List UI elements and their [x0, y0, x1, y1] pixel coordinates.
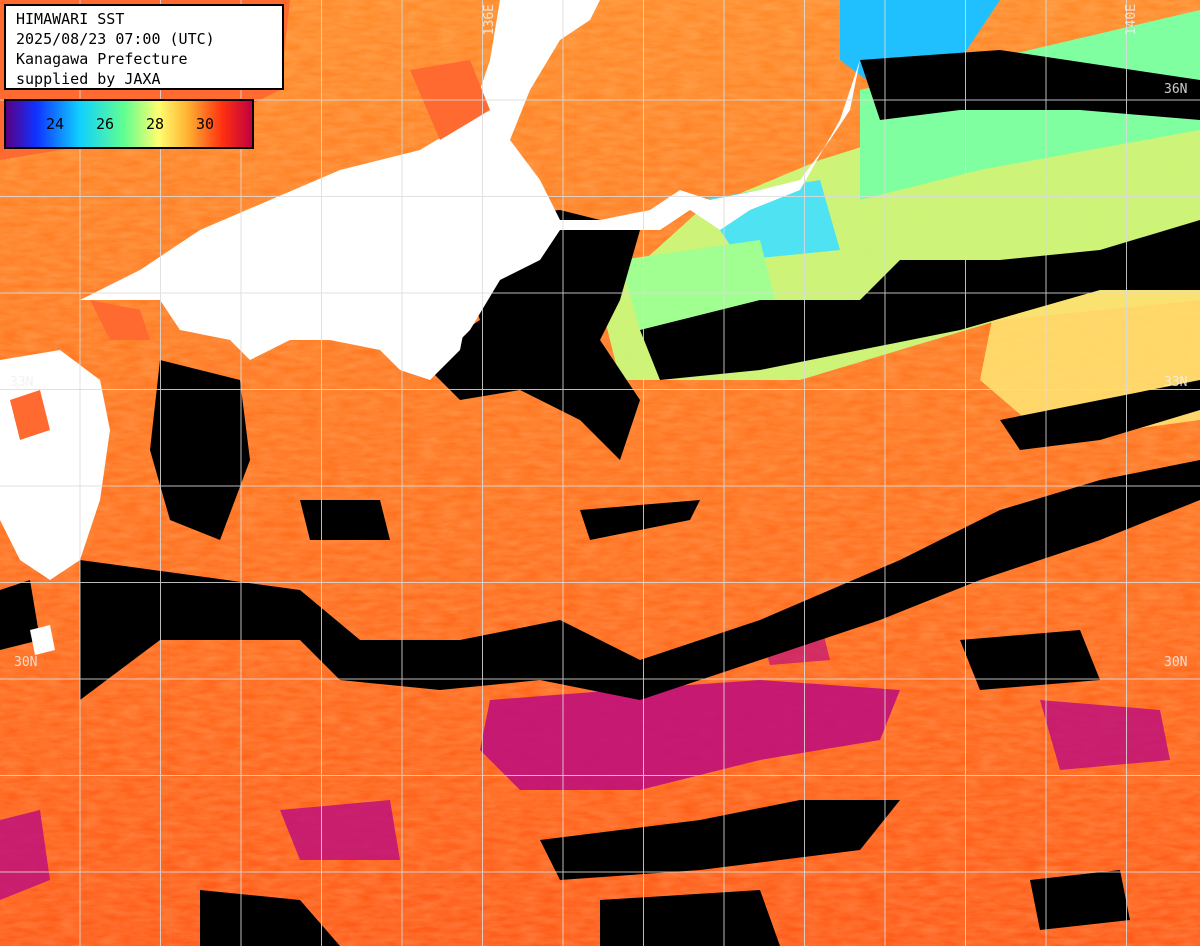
lon-label-136e: 136E	[482, 4, 497, 36]
product-title: HIMAWARI SST	[16, 10, 125, 28]
lon-label-140e: 140E	[1124, 4, 1139, 36]
lat-label-30n-left: 30N	[14, 655, 38, 670]
data-credit: supplied by JAXA	[16, 70, 161, 88]
scale-tick-30: 30	[196, 115, 215, 133]
small-island-land	[30, 625, 55, 655]
scale-tick-26: 26	[96, 115, 115, 133]
timestamp: 2025/08/23 07:00 (UTC)	[16, 30, 215, 48]
lat-label-30n-right: 30N	[1164, 655, 1188, 670]
lat-label-33n-left: 33N	[10, 375, 34, 390]
temperature-colorbar: 24 26 28 30	[4, 99, 254, 149]
scale-tick-24: 24	[46, 115, 65, 133]
title-box: HIMAWARI SST 2025/08/23 07:00 (UTC) Kana…	[4, 4, 284, 90]
lat-label-36n: 36N	[1164, 82, 1188, 97]
scale-tick-28: 28	[146, 115, 165, 133]
honshu-land	[80, 0, 1200, 370]
lat-label-33n-right: 33N	[1164, 375, 1188, 390]
organization: Kanagawa Prefecture	[16, 50, 188, 68]
